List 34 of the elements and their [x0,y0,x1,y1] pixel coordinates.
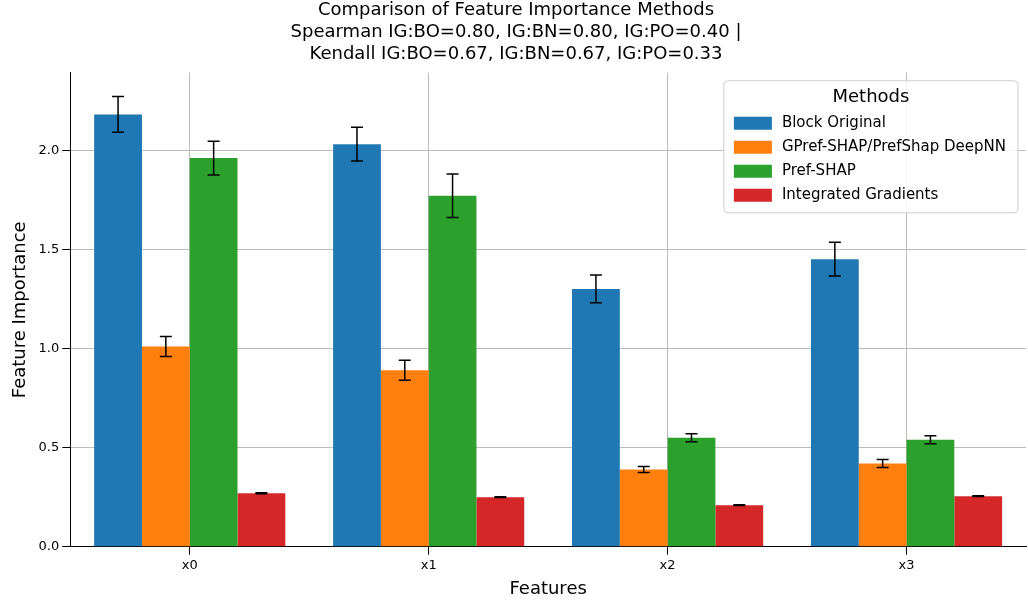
legend-label: Block Original [781,112,886,131]
bar [189,158,238,547]
bar [906,439,955,547]
bar [94,114,142,547]
x-axis-title: Features [509,576,587,598]
x-tick-label: x3 [898,556,915,572]
bar [572,288,620,547]
y-tick-label: 0.5 [38,439,60,455]
bar [380,370,429,547]
bar [333,144,381,547]
legend-label: Pref-SHAP [781,160,856,179]
legend-label: Integrated Gradients [781,184,939,203]
bar [810,259,859,547]
y-tick-label: 1.5 [38,240,60,256]
y-axis-title: Feature Importance [8,221,30,399]
bar [476,497,525,547]
x-tick-label: x0 [181,556,198,572]
chart-subtitle: Spearman IG:BO=0.80, IG:BN=0.80, IG:PO=0.40 | Kendall IG:BO=0.67, IG:BN=0.67, IG:PO=0.33 [290,20,742,63]
y-tick-label: 1.0 [38,339,60,355]
bar [141,346,190,547]
bar [237,493,286,547]
bar [715,505,764,547]
bar [667,437,716,547]
x-tick-label: x2 [659,556,676,572]
bar [954,496,1003,547]
y-tick-label: 0.0 [38,538,60,554]
y-tick-label: 2.0 [38,141,60,157]
legend-label: GPref-SHAP/PrefShap DeepNN [781,136,1007,155]
bar [428,195,477,547]
x-tick-label: x1 [420,556,437,572]
bar [619,469,668,547]
chart-title: Comparison of Feature Importance Methods [317,0,715,20]
bar [858,463,907,547]
legend-title: Methods [832,85,910,107]
